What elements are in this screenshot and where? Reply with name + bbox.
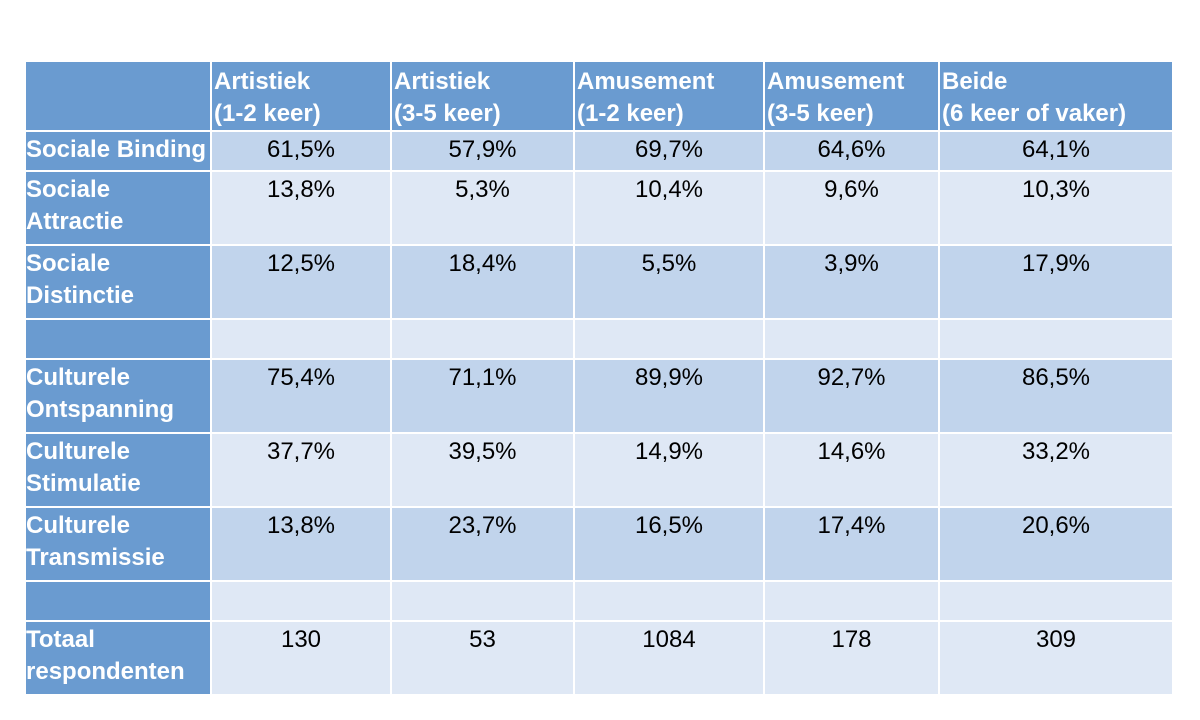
table-cell: 14,6%: [763, 432, 940, 508]
table-cell: 75,4%: [210, 358, 392, 434]
totals-row: Totaal respondenten 130 53 1084 178 309: [24, 620, 1174, 696]
table-cell: [210, 318, 392, 360]
table-cell: 64,1%: [938, 130, 1174, 172]
table-cell: 178: [763, 620, 940, 696]
corner-cell: [24, 60, 212, 132]
table-cell: [938, 318, 1174, 360]
table-cell: 5,3%: [390, 170, 575, 246]
results-table: Artistiek (1-2 keer) Artistiek (3-5 keer…: [24, 60, 1174, 696]
table-cell: 16,5%: [573, 506, 765, 582]
table-cell: [573, 580, 765, 622]
table-cell: [573, 318, 765, 360]
row-label: Sociale Distinctie: [24, 244, 212, 320]
table-cell: 17,4%: [763, 506, 940, 582]
table-cell: 37,7%: [210, 432, 392, 508]
table-cell: 92,7%: [763, 358, 940, 434]
table-cell: 64,6%: [763, 130, 940, 172]
row-label: [24, 318, 212, 360]
table-cell: 12,5%: [210, 244, 392, 320]
table-cell: 10,4%: [573, 170, 765, 246]
table-cell: 10,3%: [938, 170, 1174, 246]
table-cell: 23,7%: [390, 506, 575, 582]
column-header-artistiek-1-2: Artistiek (1-2 keer): [210, 60, 392, 132]
table-cell: 18,4%: [390, 244, 575, 320]
table-cell: 61,5%: [210, 130, 392, 172]
table-cell: 39,5%: [390, 432, 575, 508]
table-cell: 33,2%: [938, 432, 1174, 508]
table-cell: 17,9%: [938, 244, 1174, 320]
table-row: Sociale Binding 61,5% 57,9% 69,7% 64,6% …: [24, 130, 1174, 172]
table-cell: 5,5%: [573, 244, 765, 320]
column-header-amusement-1-2: Amusement (1-2 keer): [573, 60, 765, 132]
header-row: Artistiek (1-2 keer) Artistiek (3-5 keer…: [24, 60, 1174, 132]
table-cell: [763, 318, 940, 360]
row-label: Culturele Stimulatie: [24, 432, 212, 508]
row-label: [24, 580, 212, 622]
table-cell: 9,6%: [763, 170, 940, 246]
row-label: Sociale Binding: [24, 130, 212, 172]
table-cell: 13,8%: [210, 506, 392, 582]
table-cell: 71,1%: [390, 358, 575, 434]
table-cell: 130: [210, 620, 392, 696]
table-cell: 14,9%: [573, 432, 765, 508]
table-cell: 13,8%: [210, 170, 392, 246]
spacer-row: [24, 318, 1174, 360]
column-header-artistiek-3-5: Artistiek (3-5 keer): [390, 60, 575, 132]
table-row: Culturele Ontspanning 75,4% 71,1% 89,9% …: [24, 358, 1174, 434]
table-row: Culturele Transmissie 13,8% 23,7% 16,5% …: [24, 506, 1174, 582]
table-cell: [938, 580, 1174, 622]
table-cell: 86,5%: [938, 358, 1174, 434]
table-cell: 89,9%: [573, 358, 765, 434]
column-header-beide: Beide (6 keer of vaker): [938, 60, 1174, 132]
table-cell: 69,7%: [573, 130, 765, 172]
table-cell: 309: [938, 620, 1174, 696]
table-row: Culturele Stimulatie 37,7% 39,5% 14,9% 1…: [24, 432, 1174, 508]
row-label: Sociale Attractie: [24, 170, 212, 246]
row-label: Totaal respondenten: [24, 620, 212, 696]
table-cell: 57,9%: [390, 130, 575, 172]
row-label: Culturele Transmissie: [24, 506, 212, 582]
table-cell: 53: [390, 620, 575, 696]
table-row: Sociale Attractie 13,8% 5,3% 10,4% 9,6% …: [24, 170, 1174, 246]
table-cell: 20,6%: [938, 506, 1174, 582]
row-label: Culturele Ontspanning: [24, 358, 212, 434]
table-cell: [763, 580, 940, 622]
results-table-container: Artistiek (1-2 keer) Artistiek (3-5 keer…: [24, 60, 1174, 696]
table-row: Sociale Distinctie 12,5% 18,4% 5,5% 3,9%…: [24, 244, 1174, 320]
table-cell: 1084: [573, 620, 765, 696]
table-cell: [390, 318, 575, 360]
column-header-amusement-3-5: Amusement (3-5 keer): [763, 60, 940, 132]
table-cell: [390, 580, 575, 622]
table-cell: [210, 580, 392, 622]
table-cell: 3,9%: [763, 244, 940, 320]
spacer-row: [24, 580, 1174, 622]
